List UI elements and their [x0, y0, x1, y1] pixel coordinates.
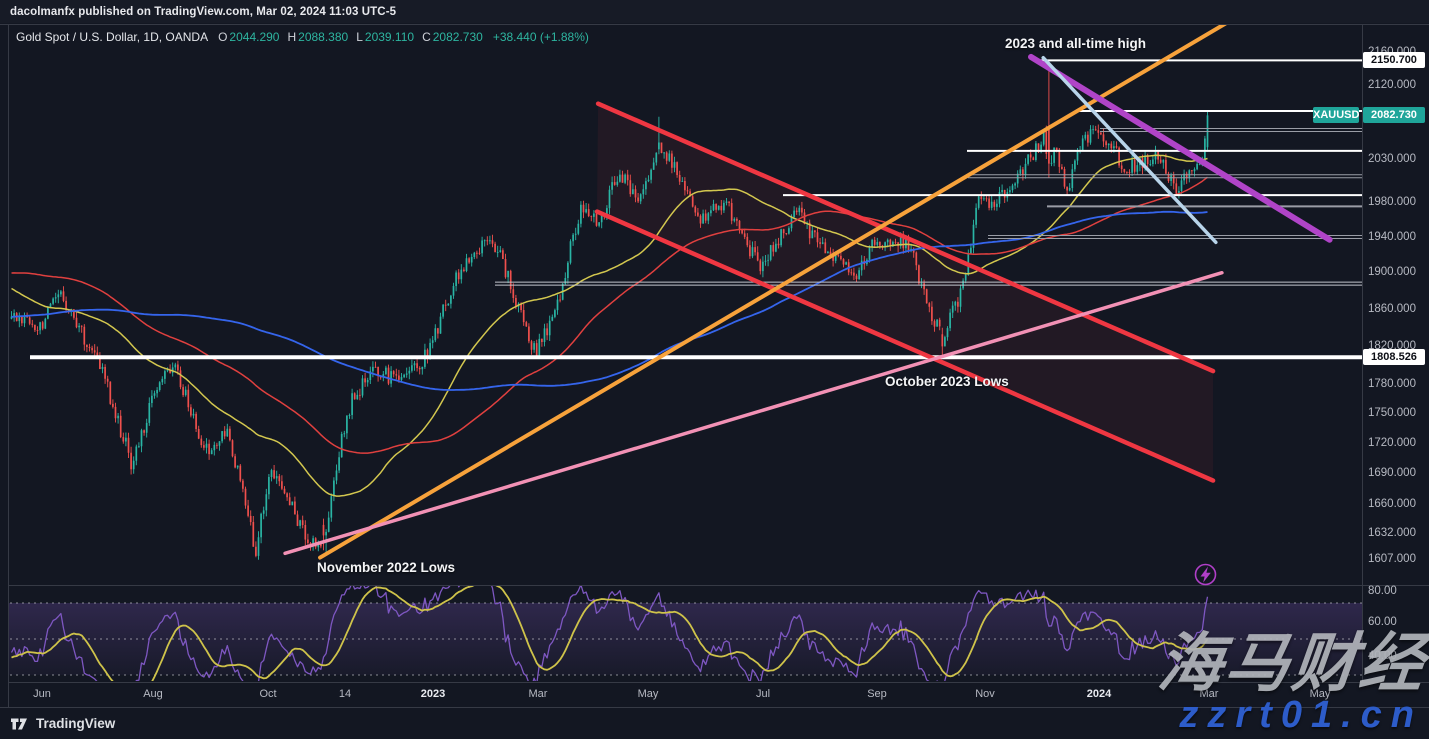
price-tick: 1607.000 — [1368, 553, 1416, 566]
time-tick: 2023 — [420, 688, 446, 700]
price-tick: 2030.000 — [1368, 152, 1416, 165]
price-tick: 1690.000 — [1368, 466, 1416, 479]
price-tick: 1860.000 — [1368, 302, 1416, 315]
indicator-tick: 40.00 — [1368, 649, 1397, 662]
flash-icon[interactable] — [1193, 562, 1218, 587]
time-tick: Sep — [867, 688, 887, 700]
time-tick: 2024 — [1086, 688, 1112, 700]
time-tick: Oct — [259, 688, 277, 700]
price-tick: 1900.000 — [1368, 266, 1416, 279]
time-tick: 14 — [338, 688, 352, 700]
symbol-title: Gold Spot / U.S. Dollar, 1D, OANDA — [16, 30, 209, 44]
ohlc-value: 2082.730 — [432, 30, 483, 44]
publish-bar-text: dacolmanfx published on TradingView.com,… — [10, 5, 397, 18]
time-axis[interactable]: Jun Aug Oct 14 2023 Mar May Jul Sep Nov 2024 Mar May — [0, 683, 1429, 707]
price-label-plate: 1808.526 — [1363, 349, 1425, 366]
ohlc-key: O — [218, 30, 228, 44]
time-tick: Mar — [528, 688, 548, 700]
ohlc-value: 2088.380 — [298, 30, 349, 44]
price-tick: 1720.000 — [1368, 436, 1416, 449]
symbol-price-tag: XAUUSD — [1313, 107, 1360, 124]
change-value: +38.440 (+1.88%) — [492, 30, 589, 44]
price-tick: 1980.000 — [1368, 195, 1416, 208]
time-tick: May — [637, 688, 659, 700]
ohlc-values: O 2044.290 H 2088.380 L 2039.110 C 2082.730 — [218, 30, 491, 44]
ohlc-key: L — [356, 30, 363, 44]
watermark-url: zzrt01.cn — [1179, 694, 1423, 736]
ohlc-value: 2039.110 — [364, 30, 415, 44]
tradingview-logo-text[interactable]: TradingView — [36, 716, 116, 731]
time-tick: Nov — [975, 688, 995, 700]
price-label-plate: 2150.700 — [1363, 52, 1425, 69]
price-tick: 2120.000 — [1368, 78, 1416, 91]
ohlc-key: H — [287, 30, 297, 44]
chart-legend[interactable]: Gold Spot / U.S. Dollar, 1D, OANDA O 2044… — [16, 30, 589, 44]
publish-bar: dacolmanfx published on TradingView.com,… — [0, 0, 1429, 23]
time-tick: May — [1309, 688, 1331, 700]
indicator-tick: 60.00 — [1368, 615, 1397, 628]
time-tick: Aug — [143, 688, 163, 700]
price-tick: 1940.000 — [1368, 230, 1416, 243]
time-tick: Mar — [1199, 688, 1219, 700]
chart-annotation: 2023 and all-time high — [1005, 36, 1147, 51]
watermark-cjk: 海马财经 — [1154, 627, 1429, 699]
footer-bar: TradingView — [0, 708, 1429, 739]
price-tick: 1632.000 — [1368, 526, 1416, 539]
tradingview-logo-icon[interactable] — [10, 717, 29, 731]
chart-annotation: November 2022 Lows — [317, 560, 456, 575]
price-tick: 1750.000 — [1368, 407, 1416, 420]
price-tick: 1780.000 — [1368, 378, 1416, 391]
price-tick: 1820.000 — [1368, 339, 1416, 352]
indicator-tick: 80.00 — [1368, 584, 1397, 597]
price-label-plate: 2082.730 — [1363, 107, 1425, 124]
price-tick: 1660.000 — [1368, 497, 1416, 510]
chart-annotation: October 2023 Lows — [885, 374, 1009, 389]
ohlc-value: 2044.290 — [229, 30, 280, 44]
price-axis[interactable]: 2160.0002120.0002030.0001980.0001940.000… — [1313, 0, 1429, 739]
time-tick: Jun — [33, 688, 51, 700]
ohlc-key: C — [422, 30, 431, 44]
time-tick: Jul — [755, 688, 771, 700]
